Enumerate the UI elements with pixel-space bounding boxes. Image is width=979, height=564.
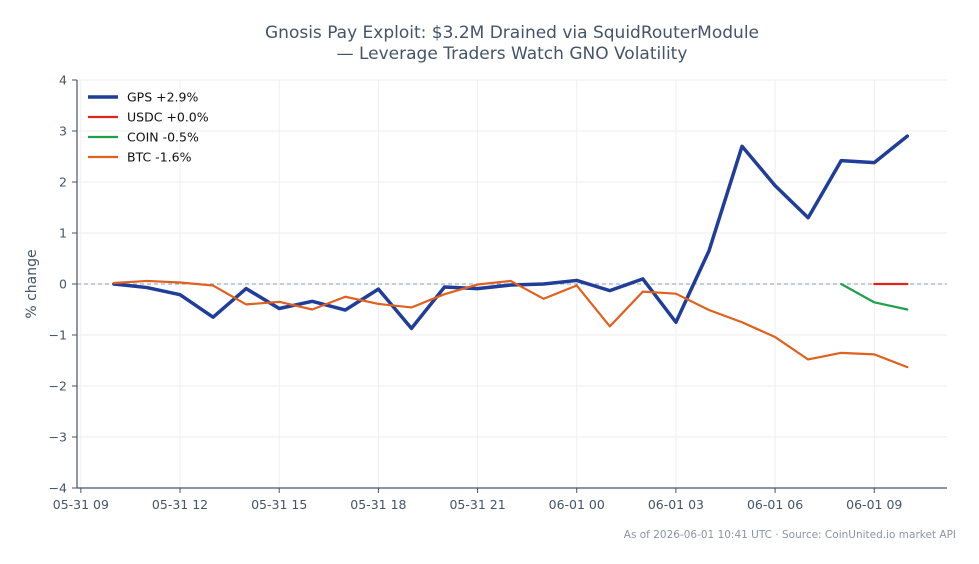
x-tick-label-7: 06-01 06 [747, 497, 803, 512]
y-tick-label-1: 3 [59, 124, 67, 139]
y-tick-label-0: 4 [59, 73, 67, 88]
x-tick-label-8: 06-01 09 [846, 497, 902, 512]
y-tick-label-2: 2 [59, 175, 67, 190]
series-line-3 [112, 279, 909, 369]
x-axis-ticks: 05-31 09 05-31 12 05-31 15 05-31 18 05-31 21… [53, 488, 902, 512]
series-line-0 [112, 134, 910, 331]
x-tick-label-4: 05-31 21 [449, 497, 505, 512]
chart-title-line-1: Gnosis Pay Exploit: $3.2M Drained via Sq… [265, 23, 759, 43]
legend-label-1: USDC +0.0% [127, 110, 209, 125]
x-tick-label-2: 05-31 15 [251, 497, 307, 512]
x-tick-label-3: 05-31 18 [350, 497, 406, 512]
legend-label-2: COIN -0.5% [127, 130, 199, 145]
x-tick-label-6: 06-01 03 [648, 497, 704, 512]
y-tick-label-7: −3 [49, 430, 67, 445]
footnote: As of 2026-06-01 10:41 UTC · Source: Coi… [624, 529, 956, 541]
legend: GPS +2.9% USDC +0.0% COIN -0.5% BTC -1.6% [88, 90, 209, 165]
series-lines [112, 134, 910, 369]
y-tick-label-8: −4 [49, 481, 67, 496]
series-line-2 [840, 282, 909, 311]
y-tick-label-3: 1 [59, 226, 67, 241]
y-tick-label-4: 0 [59, 277, 67, 292]
y-axis-ticks: 4 3 2 1 0 −1 −2 −3 −4 [49, 73, 77, 496]
legend-label-0: GPS +2.9% [127, 90, 198, 105]
chart-title-line-2: — Leverage Traders Watch GNO Volatility [337, 44, 688, 64]
x-tick-label-1: 05-31 12 [152, 497, 208, 512]
y-tick-label-6: −2 [49, 379, 67, 394]
legend-label-3: BTC -1.6% [127, 150, 192, 165]
x-tick-label-5: 06-01 00 [549, 497, 605, 512]
y-axis-label: % change [24, 249, 40, 318]
x-tick-label-0: 05-31 09 [53, 497, 109, 512]
y-tick-label-5: −1 [49, 328, 67, 343]
